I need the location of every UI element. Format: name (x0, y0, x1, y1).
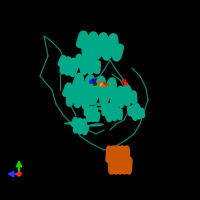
Point (124, 82, 128, 86)
Point (89, 80, 93, 84)
Point (97, 81, 101, 85)
Ellipse shape (81, 102, 109, 106)
Ellipse shape (107, 112, 123, 116)
Point (122, 79, 126, 83)
Point (93, 82, 97, 86)
Ellipse shape (95, 107, 115, 111)
Point (101, 84, 105, 88)
Ellipse shape (64, 121, 80, 125)
Ellipse shape (88, 123, 104, 127)
Point (103, 82, 107, 86)
Point (91, 79, 95, 83)
Point (100, 83, 104, 87)
Point (105, 83, 109, 87)
Point (17, 172, 21, 176)
Ellipse shape (76, 97, 92, 101)
